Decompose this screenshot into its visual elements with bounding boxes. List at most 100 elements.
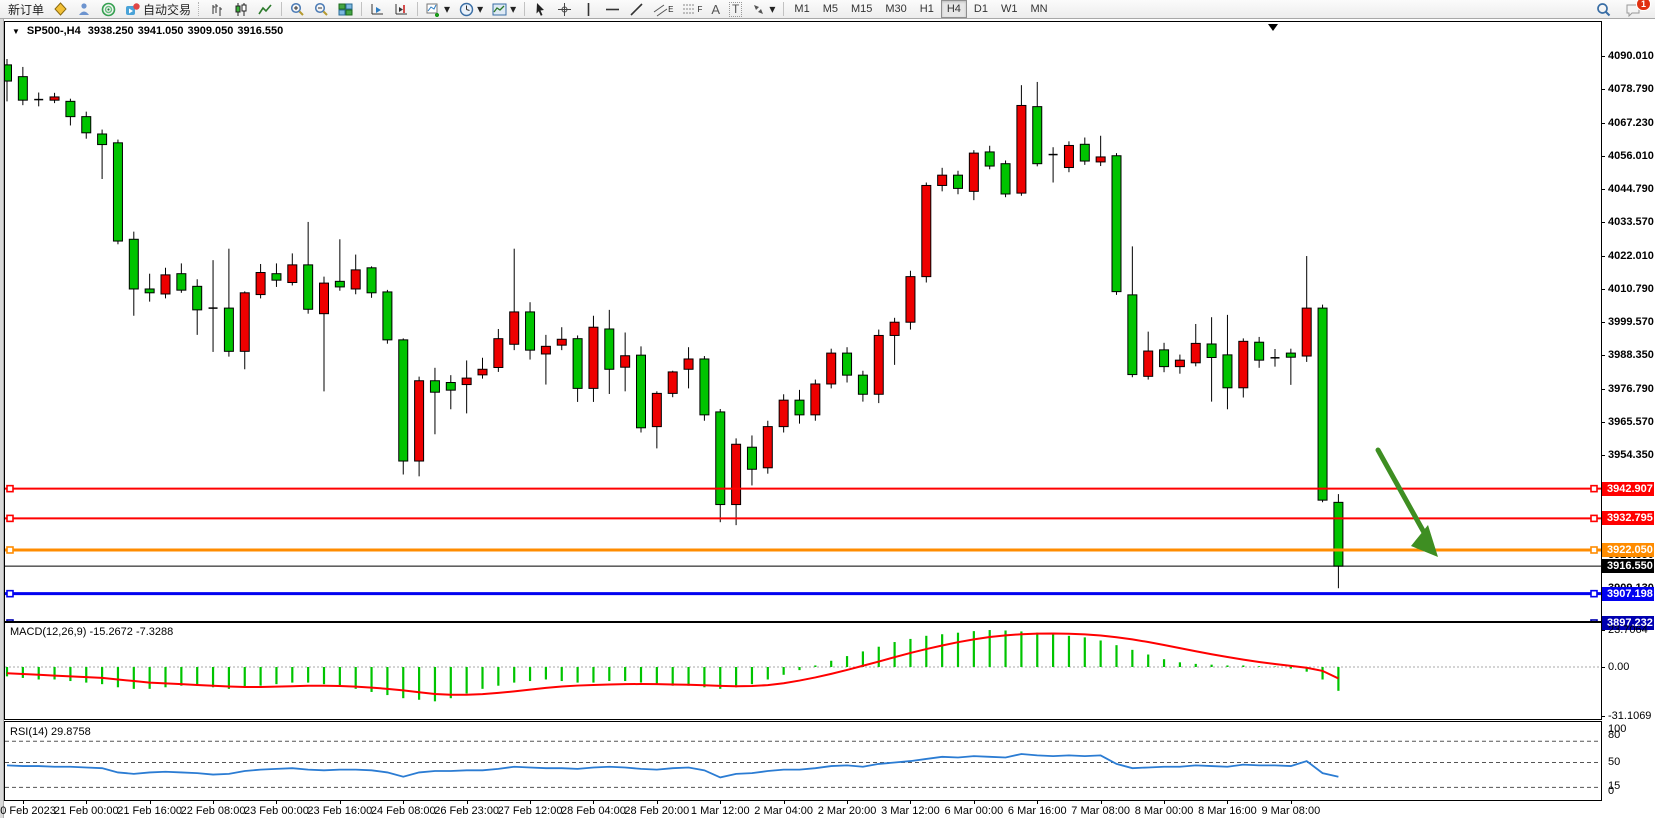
time-axis-label: 28 Feb 20:00 [624,805,690,817]
text-tool-button[interactable]: A [707,1,724,18]
price-tick-label: 4033.570 [1608,216,1654,228]
template-icon [492,3,507,15]
price-tick-label: 3954.350 [1608,449,1654,461]
signal-icon [101,2,116,16]
time-tick-mark [149,801,151,804]
candlestick-mode-button[interactable] [230,1,253,18]
price-tick-mark [1601,89,1605,91]
auto-scroll-button[interactable] [366,1,389,18]
time-axis-label: 8 Mar 00:00 [1134,805,1194,817]
indicators-button[interactable]: ▾ [422,1,454,18]
price-tick-label: 3999.570 [1608,316,1654,328]
time-axis-label: 2 Mar 20:00 [817,805,877,817]
time-tick-mark [847,801,849,804]
data-window-button[interactable] [73,1,96,18]
channel-icon [653,4,668,16]
time-tick-mark [403,801,405,804]
candlestick-chart-canvas[interactable] [5,22,1601,621]
fibonacci-tool-button[interactable]: F [678,1,706,18]
price-tick-mark [1601,389,1605,390]
time-axis-label: 24 Feb 08:00 [370,805,436,817]
line-chart-mode-button[interactable] [254,1,277,18]
toolbar-separator [361,2,363,16]
macd-chart-canvas[interactable] [5,623,1601,719]
arrows-tool-button[interactable]: ▾ [747,1,779,18]
rsi-tick-label: 100 [1608,723,1627,735]
periods-button[interactable]: ▾ [455,1,487,18]
timeframe-m5-button[interactable]: M5 [822,3,838,15]
time-axis-label: 28 Feb 04:00 [561,805,626,817]
timeframe-h4-button[interactable]: H4 [940,0,967,18]
zoom-in-button[interactable] [286,1,309,18]
price-tick-label: 3976.790 [1608,383,1654,395]
auto-scroll-icon [371,3,384,14]
bar-low-value: 3909.050 [187,25,234,37]
macd-name: MACD(12,26,9) [10,626,87,638]
dropdown-arrow-icon: ▾ [444,1,451,16]
macd-tick-mark [1601,715,1605,717]
toolbar-separator [281,2,283,16]
time-tick-mark [1227,801,1229,804]
rsi-tick-label: 15 [1608,780,1621,792]
text-label-tool-button[interactable]: T [725,1,746,18]
time-tick-mark [910,801,912,804]
timeframe-m15-button[interactable]: M15 [850,3,873,15]
window-left-edge [0,19,4,818]
vertical-line-tool-button[interactable] [577,1,600,18]
zoom-out-button[interactable] [310,1,333,18]
search-button[interactable] [1592,1,1615,18]
new-order-button[interactable]: 新订单 [4,1,48,18]
rsi-tick-label: 0 [1608,785,1615,797]
price-tick-mark [1601,322,1605,323]
time-tick-mark [1164,801,1166,804]
price-tick-label: 4022.010 [1608,250,1654,262]
horizontal-line-tool-button[interactable] [601,1,624,18]
equidistant-channel-tool-button[interactable]: E [649,1,677,18]
trendline-tool-button[interactable] [625,1,648,18]
market-watch-button[interactable] [49,1,72,18]
vertical-line-icon [587,2,590,16]
price-tick-mark [1601,289,1605,290]
price-tick-mark [1601,355,1605,356]
auto-trading-button[interactable]: 自动交易 [121,1,195,18]
chart-shift-button[interactable] [390,1,413,18]
crosshair-tool-button[interactable] [553,1,576,18]
price-tick-label: 4056.010 [1608,150,1654,163]
rsi-chart-canvas[interactable] [5,722,1601,800]
time-axis[interactable]: 20 Feb 2023 21 Feb 00:00 21 Feb 16:00 22 Fe… [0,801,1602,818]
signals-button[interactable] [97,1,120,18]
time-tick-mark [339,801,341,804]
bar-chart-mode-button[interactable] [206,1,229,18]
timeframe-w1-button[interactable]: W1 [1000,3,1018,15]
cursor-tool-button[interactable] [529,1,552,18]
notification-badge: 1 [1635,0,1651,11]
timeframe-h1-button[interactable]: H1 [919,3,934,15]
chart-shift-icon [395,3,408,14]
timeframe-mn-button[interactable]: MN [1030,3,1048,15]
new-order-label: 新订单 [8,2,45,17]
tile-windows-button[interactable] [334,1,357,18]
time-tick-mark [656,801,658,804]
price-line-badge: 3932.795 [1602,511,1654,526]
line-chart-icon [258,3,272,14]
timeframe-d1-button[interactable]: D1 [973,3,988,15]
macd-tick-label: 0.00 [1608,661,1630,673]
macd-panel[interactable] [4,622,1602,720]
rsi-current-value: 29.8758 [50,726,91,738]
time-tick-mark [1037,801,1039,804]
timeframe-m1-button[interactable]: M1 [794,3,810,15]
time-axis-label: 23 Feb 16:00 [307,805,373,817]
dropdown-arrow-icon: ▾ [510,1,517,16]
main-toolbar: 新订单 自动交易 [0,0,1655,19]
timeframe-m30-button[interactable]: M30 [885,3,907,15]
price-tick-mark [1601,189,1605,191]
notifications-button[interactable]: 1 [1621,0,1651,18]
horizontal-line-icon [606,8,620,10]
time-axis-label: 8 Mar 16:00 [1198,805,1257,817]
templates-button[interactable]: ▾ [488,1,520,18]
zoom-in-icon [290,2,304,16]
data-window-icon [79,2,90,15]
time-axis-label: 20 Feb 2023 [0,805,56,817]
arrows-icon [754,4,764,14]
